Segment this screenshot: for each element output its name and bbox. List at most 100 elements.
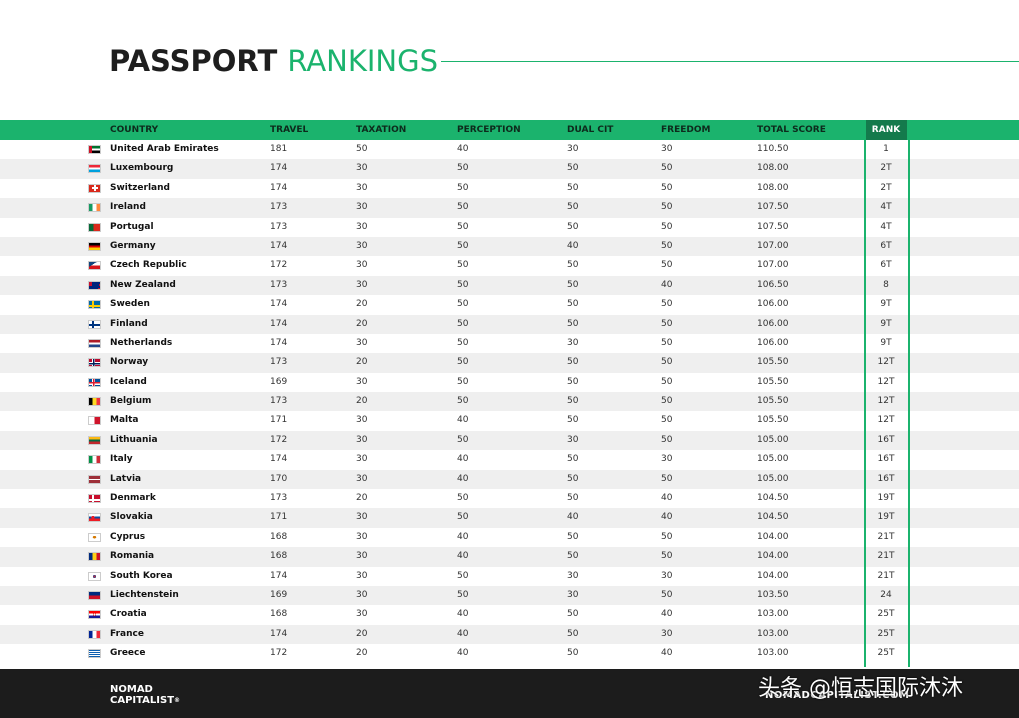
cell-freedom: 30 [661, 628, 673, 639]
cell-dual-cit: 50 [567, 357, 579, 368]
table-row: New Zealand 173 30 50 50 40 106.50 8 [0, 275, 1019, 296]
nomad-capitalist-logo: NOMAD CAPITALIST® [110, 684, 180, 706]
cell-taxation: 30 [356, 454, 368, 465]
table-row: Czech Republic 172 30 50 50 50 107.00 6T [0, 256, 1019, 275]
cell-country: Slovakia [110, 512, 153, 523]
cell-total-score: 106.00 [757, 337, 789, 348]
table-row: United Arab Emirates 181 50 40 30 30 110.50 1 [0, 140, 1019, 159]
cell-rank: 19T [877, 512, 895, 523]
table-row: Greece 172 20 40 50 40 103.00 25T [0, 644, 1019, 663]
cell-total-score: 103.50 [757, 589, 789, 600]
cell-dual-cit: 30 [567, 434, 579, 445]
table-row: Belgium 173 20 50 50 50 105.50 12T [0, 392, 1019, 412]
cell-taxation: 20 [356, 648, 368, 659]
cell-total-score: 107.50 [757, 202, 789, 213]
cell-perception: 50 [457, 376, 469, 387]
table-row: Romania 168 30 40 50 50 104.00 21T [0, 547, 1019, 567]
cell-freedom: 50 [661, 337, 673, 348]
cell-freedom: 50 [661, 376, 673, 387]
cell-dual-cit: 50 [567, 163, 579, 174]
header-travel: TRAVEL [270, 125, 309, 135]
cell-taxation: 30 [356, 512, 368, 523]
cell-travel: 169 [270, 376, 288, 387]
cell-country: Malta [110, 415, 139, 426]
cell-country: France [110, 628, 144, 639]
cell-rank: 21T [877, 531, 895, 542]
cell-rank: 21T [877, 551, 895, 562]
table-row: Latvia 170 30 40 50 50 105.00 16T [0, 469, 1019, 490]
cell-dual-cit: 50 [567, 628, 579, 639]
table-row: Luxembourg 174 30 50 50 50 108.00 2T [0, 159, 1019, 179]
cell-perception: 50 [457, 493, 469, 504]
table-row: Slovakia 171 30 50 40 40 104.50 19T [0, 508, 1019, 528]
cell-rank: 9T [880, 337, 892, 348]
cell-freedom: 30 [661, 144, 673, 154]
cell-rank: 16T [877, 473, 895, 484]
logo-registered-mark: ® [174, 697, 181, 704]
cell-dual-cit: 50 [567, 551, 579, 562]
table-row: Liechtenstein 169 30 50 30 50 103.50 24 [0, 585, 1019, 606]
greece-flag-icon [88, 649, 101, 659]
italy-flag-icon [88, 455, 101, 465]
cell-travel: 172 [270, 260, 288, 271]
cell-taxation: 30 [356, 182, 368, 193]
cell-perception: 50 [457, 260, 469, 271]
czech-flag-icon [88, 261, 101, 271]
cell-freedom: 50 [661, 396, 673, 407]
cell-travel: 174 [270, 318, 288, 329]
cell-total-score: 105.50 [757, 415, 789, 426]
cell-dual-cit: 50 [567, 376, 579, 387]
cell-country: Latvia [110, 473, 142, 484]
cell-rank: 12T [877, 396, 895, 407]
cell-taxation: 20 [356, 318, 368, 329]
cell-rank: 16T [877, 454, 895, 465]
cell-perception: 50 [457, 512, 469, 523]
cell-perception: 50 [457, 337, 469, 348]
cell-perception: 40 [457, 648, 469, 659]
cell-freedom: 50 [661, 589, 673, 600]
table-row: Germany 174 30 50 40 50 107.00 6T [0, 236, 1019, 257]
cell-total-score: 104.00 [757, 570, 789, 581]
table-row: Finland 174 20 50 50 50 106.00 9T [0, 314, 1019, 334]
cell-perception: 40 [457, 144, 469, 154]
cell-perception: 50 [457, 589, 469, 600]
cell-taxation: 30 [356, 376, 368, 387]
cell-freedom: 40 [661, 279, 673, 290]
logo-line1: NOMAD [110, 684, 153, 695]
cell-freedom: 50 [661, 182, 673, 193]
norway-flag-icon [88, 358, 101, 368]
cyprus-flag-icon [88, 532, 101, 542]
cell-travel: 168 [270, 609, 288, 620]
cell-travel: 173 [270, 357, 288, 368]
cell-travel: 174 [270, 163, 288, 174]
cell-rank: 2T [880, 163, 892, 174]
cell-dual-cit: 50 [567, 648, 579, 659]
table-row: Iceland 169 30 50 50 50 105.50 12T [0, 373, 1019, 392]
cell-total-score: 108.00 [757, 182, 789, 193]
cell-country: Cyprus [110, 531, 146, 542]
cell-perception: 50 [457, 240, 469, 251]
cell-travel: 174 [270, 570, 288, 581]
cell-dual-cit: 40 [567, 512, 579, 523]
table-row: South Korea 174 30 50 30 30 104.00 21T [0, 567, 1019, 586]
rankings-table: United Arab Emirates 181 50 40 30 30 110.50 1 Lu… [0, 140, 1019, 664]
cell-total-score: 103.00 [757, 628, 789, 639]
cell-taxation: 30 [356, 589, 368, 600]
cell-rank: 6T [880, 240, 892, 251]
cell-perception: 50 [457, 202, 469, 213]
cell-taxation: 30 [356, 202, 368, 213]
cell-perception: 40 [457, 628, 469, 639]
cell-country: Liechtenstein [110, 589, 179, 600]
cell-dual-cit: 50 [567, 609, 579, 620]
cell-taxation: 30 [356, 240, 368, 251]
cell-country: Switzerland [110, 182, 170, 193]
cell-country: Romania [110, 551, 155, 562]
cell-perception: 50 [457, 570, 469, 581]
cell-country: Sweden [110, 299, 150, 310]
cell-travel: 173 [270, 279, 288, 290]
cell-total-score: 104.00 [757, 531, 789, 542]
cell-dual-cit: 50 [567, 415, 579, 426]
table-row: Croatia 168 30 40 50 40 103.00 25T [0, 605, 1019, 624]
watermark: 头条 @恒志国际沐沐 [758, 676, 963, 701]
cell-travel: 173 [270, 396, 288, 407]
